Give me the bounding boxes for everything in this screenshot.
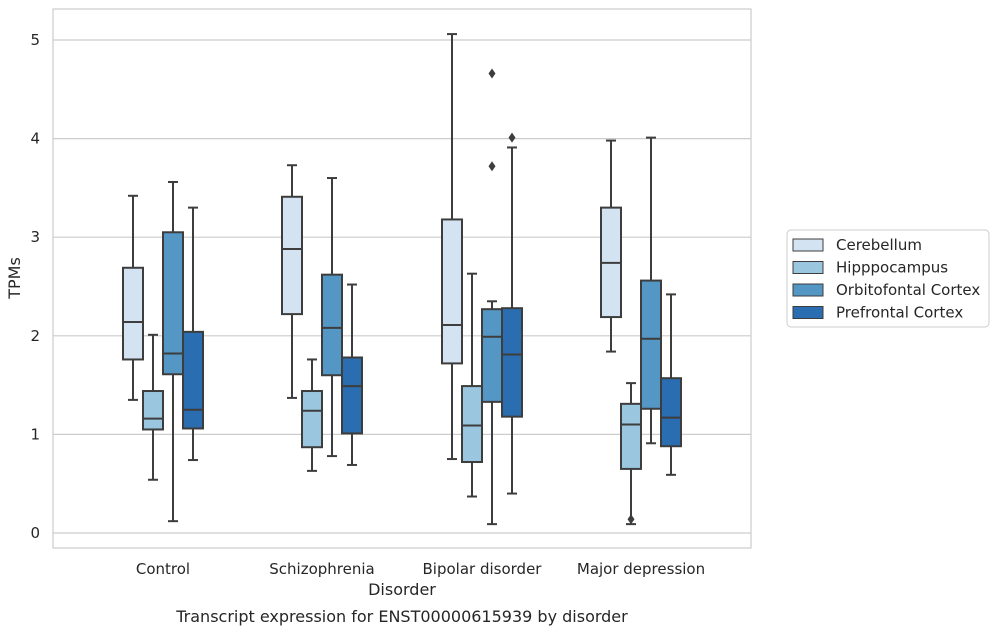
- box: [461, 385, 483, 464]
- legend-swatch: [792, 283, 824, 297]
- legend-label: Prefrontal Cortex: [836, 304, 963, 322]
- box: [481, 308, 503, 403]
- box-element: [441, 33, 463, 461]
- outlier-point: [488, 68, 496, 79]
- legend-swatch: [792, 306, 824, 319]
- y-tick-label: 3: [30, 228, 40, 246]
- legend-frame: [786, 229, 990, 328]
- box-element: [281, 164, 303, 399]
- x-axis-title: Disorder: [368, 580, 436, 599]
- box: [640, 279, 662, 410]
- outlier-point: [488, 161, 496, 172]
- y-axis-ticks: 0 1 2 3 4 5: [30, 31, 40, 542]
- series-3: [182, 132, 682, 495]
- box-element: [640, 136, 662, 445]
- x-tick-label: Major depression: [577, 560, 705, 578]
- chart-title: Transcript expression for ENST0000061593…: [175, 607, 628, 626]
- box: [441, 218, 463, 365]
- box: [341, 356, 363, 435]
- box-element: [162, 180, 184, 523]
- x-tick-label: Schizophrenia: [269, 560, 374, 578]
- y-axis-title: TPMs: [5, 257, 24, 300]
- box-element: [501, 132, 523, 495]
- legend-label: Cerebellum: [836, 236, 922, 254]
- box-element: [142, 333, 164, 481]
- y-tick-label: 2: [30, 327, 40, 345]
- legend-swatch: [792, 238, 824, 252]
- y-tick-label: 5: [30, 31, 40, 49]
- box: [501, 307, 523, 418]
- x-tick-label: Bipolar disorder: [423, 560, 543, 578]
- box-element: [122, 194, 144, 401]
- box: [281, 195, 303, 316]
- series-1: [142, 272, 642, 526]
- y-tick-label: 0: [30, 524, 40, 542]
- outlier-point: [508, 132, 516, 143]
- box-element: [321, 177, 343, 458]
- box-element: [660, 293, 682, 476]
- plot-frame: [52, 8, 752, 549]
- box: [182, 330, 204, 430]
- legend-swatch: [792, 261, 824, 274]
- box: [301, 390, 323, 449]
- legend-label: Hipppocampus: [836, 259, 948, 277]
- box: [321, 273, 343, 377]
- legend-label: Orbitofontal Cortex: [836, 281, 980, 299]
- x-axis-ticks: Control Schizophrenia Bipolar disorder Majo…: [136, 560, 705, 578]
- box-element: [461, 272, 483, 498]
- legend: Cerebellum Hipppocampus Orbitofontal Corte…: [786, 229, 990, 328]
- box-element: [182, 206, 204, 462]
- series-0: [122, 33, 622, 461]
- box: [122, 266, 144, 361]
- box: [620, 402, 642, 470]
- box-element: [620, 382, 642, 526]
- box: [162, 231, 184, 376]
- y-tick-label: 4: [30, 130, 40, 148]
- box-element: [341, 283, 363, 466]
- box: [142, 390, 164, 431]
- y-tick-label: 1: [30, 425, 40, 443]
- series-2: [162, 68, 662, 526]
- box-element: [600, 139, 622, 353]
- legend-items: Cerebellum Hipppocampus Orbitofontal Corte…: [792, 236, 980, 322]
- box-element: [301, 358, 323, 472]
- outlier-point: [627, 514, 635, 525]
- x-tick-label: Control: [136, 560, 190, 578]
- box-element: [481, 68, 503, 526]
- box: [660, 377, 682, 448]
- box-plot-series: [122, 33, 682, 526]
